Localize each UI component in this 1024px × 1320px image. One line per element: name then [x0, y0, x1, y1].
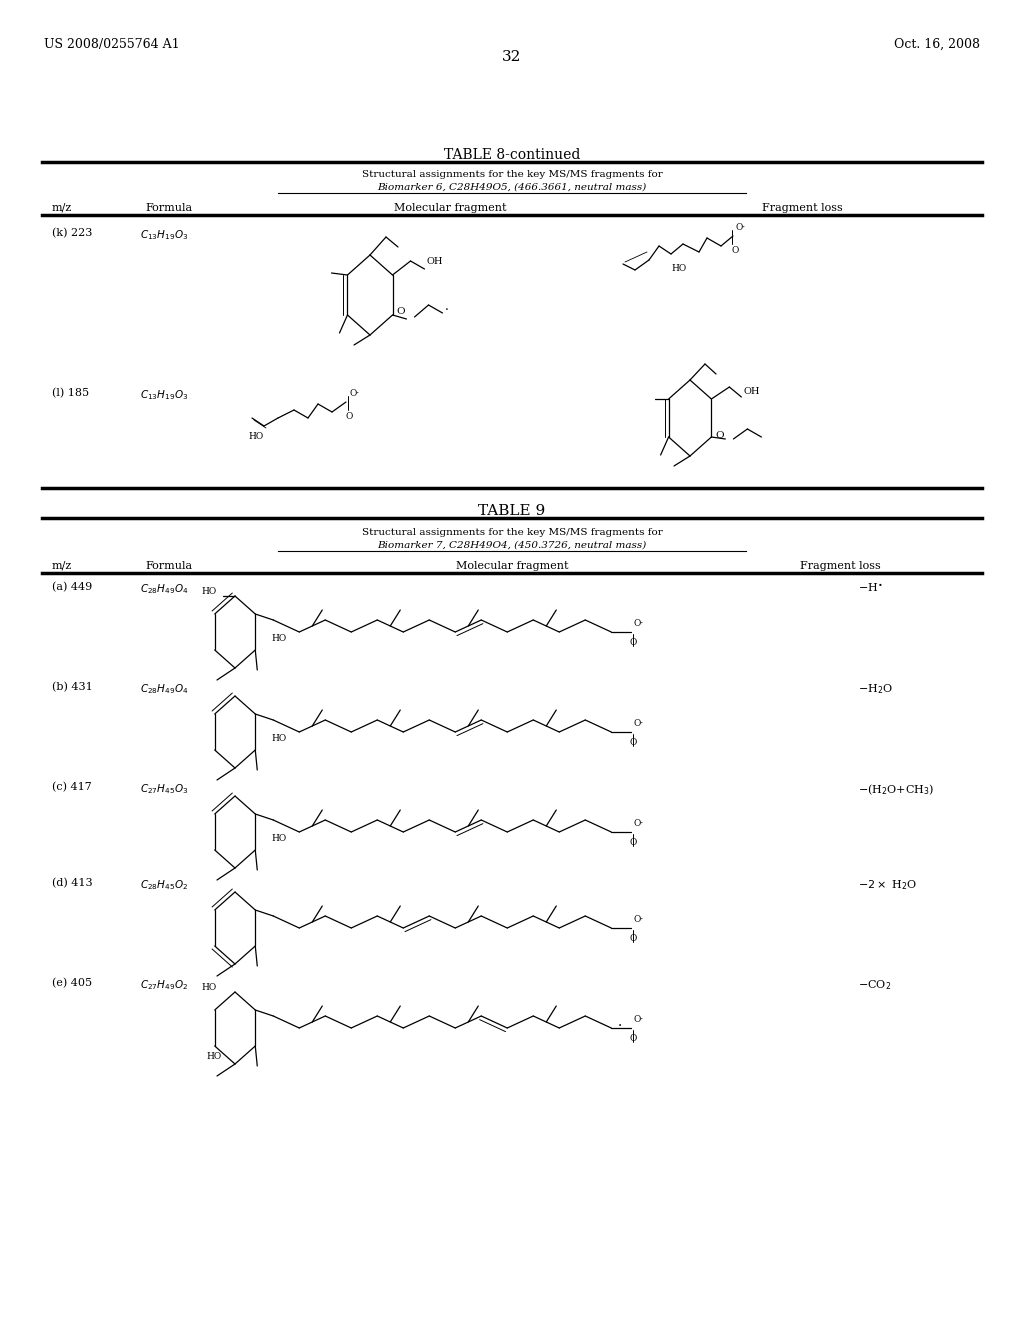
Text: O: O	[630, 838, 637, 847]
Text: HO: HO	[271, 634, 287, 643]
Text: US 2008/0255764 A1: US 2008/0255764 A1	[44, 38, 179, 51]
Text: HO: HO	[201, 587, 216, 597]
Text: O·: O·	[633, 1015, 643, 1024]
Text: ·: ·	[444, 305, 449, 318]
Text: $C_{28}H_{49}O_4$: $C_{28}H_{49}O_4$	[140, 682, 188, 696]
Text: $C_{13}H_{19}O_3$: $C_{13}H_{19}O_3$	[140, 228, 188, 242]
Text: $-$CO$_2$: $-$CO$_2$	[858, 978, 891, 991]
Text: (d) 413: (d) 413	[52, 878, 92, 888]
Text: O·: O·	[633, 719, 643, 729]
Text: O: O	[716, 430, 724, 440]
Text: Biomarker 7, C28H49O4, (450.3726, neutral mass): Biomarker 7, C28H49O4, (450.3726, neutra…	[378, 541, 646, 550]
Text: Biomarker 6, C28H49O5, (466.3661, neutral mass): Biomarker 6, C28H49O5, (466.3661, neutra…	[378, 183, 646, 191]
Text: O: O	[346, 412, 353, 421]
Text: HO: HO	[201, 983, 216, 993]
Text: O·: O·	[735, 223, 745, 232]
Text: O: O	[630, 738, 637, 747]
Text: HO: HO	[271, 734, 287, 743]
Text: O: O	[630, 935, 637, 942]
Text: $C_{13}H_{19}O_3$: $C_{13}H_{19}O_3$	[140, 388, 188, 401]
Text: HO: HO	[271, 834, 287, 843]
Text: m/z: m/z	[52, 203, 73, 213]
Text: $-2\times$ H$_2$O: $-2\times$ H$_2$O	[858, 878, 918, 892]
Text: Fragment loss: Fragment loss	[800, 561, 881, 572]
Text: $-$(H$_2$O$+$CH$_3$): $-$(H$_2$O$+$CH$_3$)	[858, 781, 934, 796]
Text: HO: HO	[248, 432, 263, 441]
Text: O·: O·	[633, 916, 643, 924]
Text: OH: OH	[427, 256, 443, 265]
Text: O: O	[396, 306, 406, 315]
Text: $C_{28}H_{49}O_4$: $C_{28}H_{49}O_4$	[140, 582, 188, 595]
Text: TABLE 8-continued: TABLE 8-continued	[443, 148, 581, 162]
Text: m/z: m/z	[52, 561, 73, 572]
Text: Formula: Formula	[145, 203, 193, 213]
Text: (c) 417: (c) 417	[52, 781, 92, 792]
Text: Molecular fragment: Molecular fragment	[394, 203, 506, 213]
Text: Structural assignments for the key MS/MS fragments for: Structural assignments for the key MS/MS…	[361, 170, 663, 180]
Text: O·: O·	[350, 389, 360, 399]
Text: Molecular fragment: Molecular fragment	[456, 561, 568, 572]
Text: (a) 449: (a) 449	[52, 582, 92, 593]
Text: (l) 185: (l) 185	[52, 388, 89, 399]
Text: TABLE 9: TABLE 9	[478, 504, 546, 517]
Text: $C_{27}H_{49}O_2$: $C_{27}H_{49}O_2$	[140, 978, 188, 991]
Text: $-$H$_2$O: $-$H$_2$O	[858, 682, 893, 696]
Text: O: O	[630, 1034, 637, 1043]
Text: Formula: Formula	[145, 561, 193, 572]
Text: HO: HO	[207, 1052, 222, 1061]
Text: OH: OH	[743, 387, 760, 396]
Text: Structural assignments for the key MS/MS fragments for: Structural assignments for the key MS/MS…	[361, 528, 663, 537]
Text: O·: O·	[633, 619, 643, 628]
Text: 32: 32	[503, 50, 521, 63]
Text: Fragment loss: Fragment loss	[762, 203, 843, 213]
Text: (b) 431: (b) 431	[52, 682, 93, 692]
Text: $-$H$^{\bullet}$: $-$H$^{\bullet}$	[858, 582, 883, 594]
Text: $C_{28}H_{45}O_2$: $C_{28}H_{45}O_2$	[140, 878, 188, 892]
Text: O: O	[630, 638, 637, 647]
Text: Oct. 16, 2008: Oct. 16, 2008	[894, 38, 980, 51]
Text: O: O	[731, 246, 738, 255]
Text: ·: ·	[617, 1019, 622, 1034]
Text: (e) 405: (e) 405	[52, 978, 92, 989]
Text: (k) 223: (k) 223	[52, 228, 92, 239]
Text: O·: O·	[633, 820, 643, 829]
Text: HO: HO	[671, 264, 686, 273]
Text: $C_{27}H_{45}O_3$: $C_{27}H_{45}O_3$	[140, 781, 188, 796]
